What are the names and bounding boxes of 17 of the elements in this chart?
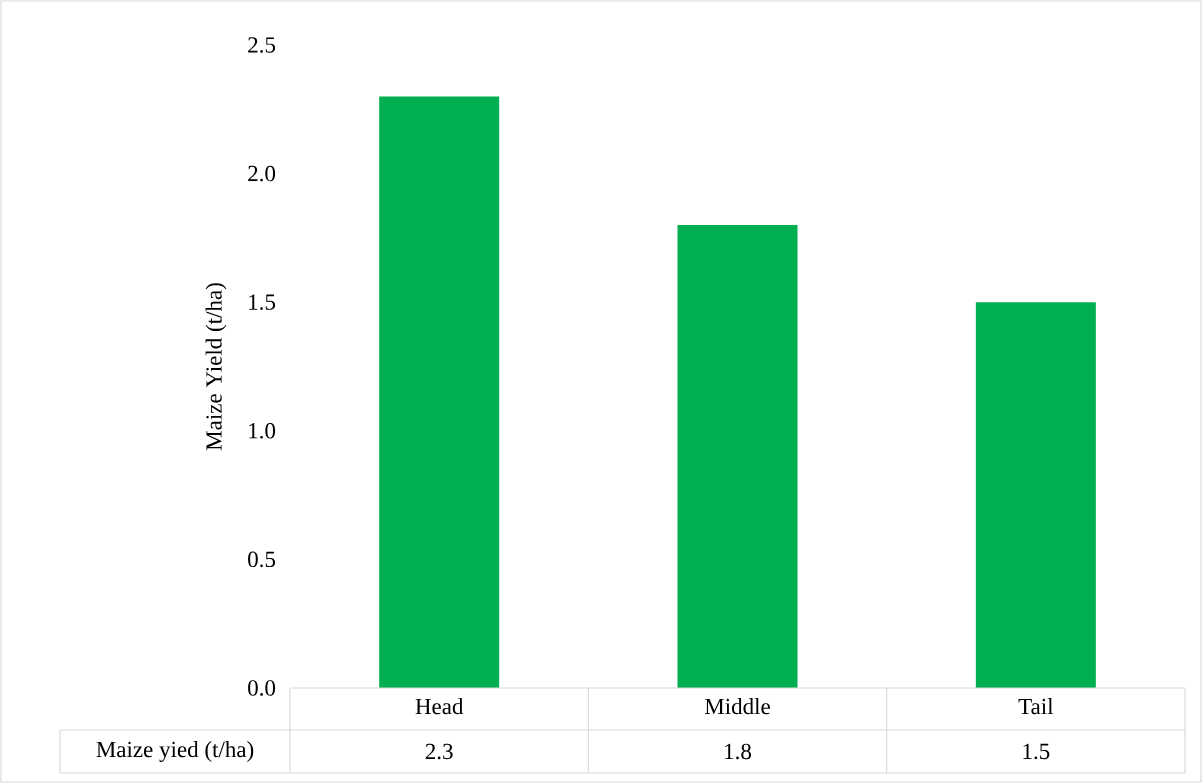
y-tick-label: 0.0 (248, 680, 276, 696)
y-tick-label: 1.0 (249, 423, 276, 439)
y-tick-label: 1.5 (249, 294, 276, 310)
y-tick-label: 0.5 (248, 551, 276, 568)
y-tick-label: 2.0 (248, 165, 276, 182)
bar (975, 302, 1096, 688)
bar (677, 225, 798, 688)
bar (379, 96, 500, 688)
y-axis-title: Maize Yield (t/ha) (205, 283, 227, 451)
text: Maize yied (t/ha) (96, 741, 254, 762)
x-tick-label: Head (415, 698, 464, 715)
x-tick-label: Tail (1018, 698, 1054, 715)
data-label: 1.8 (725, 743, 752, 760)
data-label: 1.5 (1023, 743, 1050, 760)
x-tick-label: Middle (704, 698, 770, 715)
data-label: 2.3 (425, 743, 453, 760)
y-tick-label: 2.5 (248, 37, 276, 53)
